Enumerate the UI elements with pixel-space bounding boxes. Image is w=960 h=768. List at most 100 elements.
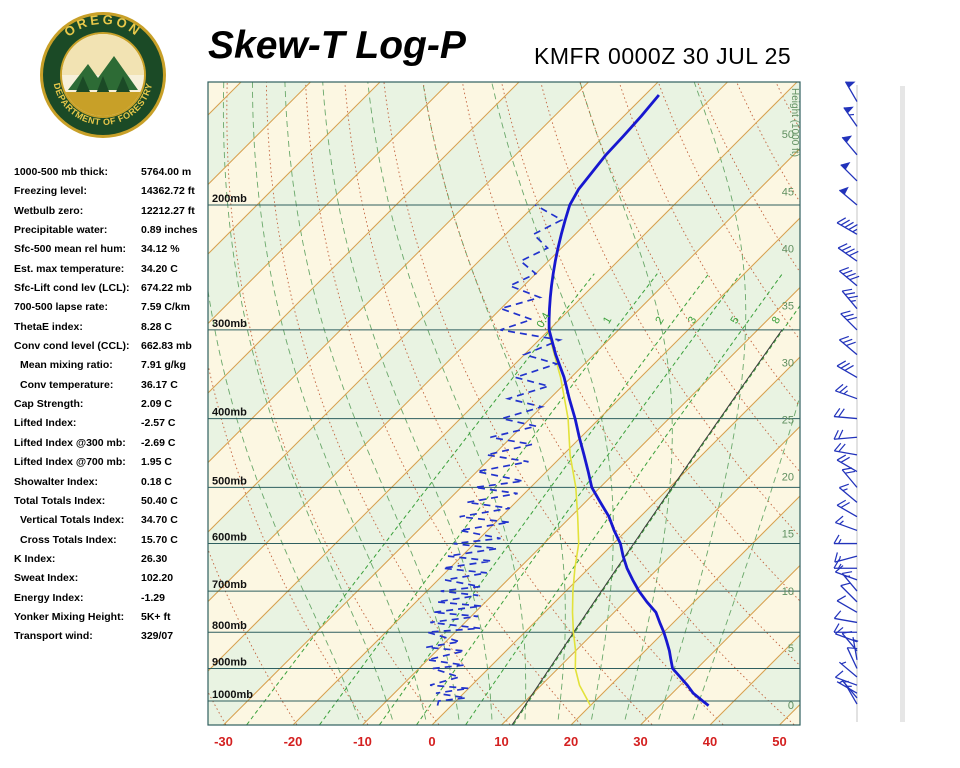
page-title: Skew-T Log-P bbox=[208, 24, 466, 67]
index-row: Sweat Index: 102.20 bbox=[14, 572, 214, 591]
pressure-label: 900mb bbox=[212, 657, 247, 669]
wind-barb bbox=[840, 162, 858, 182]
wind-barb bbox=[843, 106, 858, 127]
index-value: 1.95 C bbox=[141, 456, 172, 469]
temp-axis-label: 10 bbox=[494, 734, 508, 749]
station-datetime: KMFR 0000Z 30 JUL 25 bbox=[534, 43, 792, 69]
wind-barb bbox=[841, 135, 858, 156]
indices-panel: 1000-500 mb thick: 5764.00 m Freezing leve… bbox=[14, 166, 214, 650]
index-label: Sfc-Lift cond lev (LCL): bbox=[14, 282, 130, 295]
height-axis-title: Height (1000 ft) bbox=[789, 88, 800, 157]
index-value: 329/07 bbox=[141, 630, 174, 643]
dewpoint-trace bbox=[426, 204, 564, 706]
wind-barb bbox=[836, 679, 858, 694]
index-value: 5K+ ft bbox=[141, 610, 171, 623]
index-label: 1000-500 mb thick: bbox=[14, 166, 108, 178]
temp-axis-label: -20 bbox=[284, 734, 303, 749]
wind-barb bbox=[835, 670, 858, 686]
index-label: Mean mixing ratio: bbox=[20, 359, 113, 372]
mixing-ratio-label: 5 bbox=[728, 315, 741, 326]
wind-barb bbox=[840, 310, 858, 331]
index-label: Sweat Index: bbox=[14, 572, 79, 585]
index-label: Vertical Totals Index: bbox=[20, 514, 125, 527]
wind-barb bbox=[833, 610, 858, 624]
index-value: 36.17 C bbox=[141, 378, 178, 391]
index-value: 0.89 inches bbox=[141, 224, 198, 237]
wind-barb bbox=[833, 408, 858, 420]
index-value: 662.83 mb bbox=[141, 340, 192, 353]
wind-barb-column bbox=[833, 81, 905, 722]
chart-frame bbox=[207, 81, 801, 726]
wind-barb bbox=[836, 454, 858, 473]
odf-logo: OREGON DEPARTMENT OF FORESTRY bbox=[38, 10, 168, 140]
pressure-label: 500mb bbox=[212, 475, 247, 487]
height-axis-label: 35 bbox=[782, 300, 794, 312]
index-row: Conv cond level (CCL): 662.83 mb bbox=[14, 340, 214, 359]
wind-barb bbox=[838, 483, 858, 503]
index-row: Est. max temperature: 34.20 C bbox=[14, 263, 214, 282]
index-value: -2.57 C bbox=[141, 417, 176, 430]
index-label: Conv cond level (CCL): bbox=[14, 340, 130, 353]
index-label: Transport wind: bbox=[14, 630, 93, 643]
wind-barb bbox=[840, 582, 858, 603]
index-label: Precipitable water: bbox=[14, 224, 108, 237]
index-row: Mean mixing ratio: 7.91 g/kg bbox=[14, 359, 214, 378]
index-value: 26.30 bbox=[141, 552, 168, 565]
index-row: ThetaE index: 8.28 C bbox=[14, 321, 214, 340]
wind-barb bbox=[836, 499, 858, 518]
wind-barb bbox=[833, 429, 858, 440]
index-row: Wetbulb zero: 12212.27 ft bbox=[14, 205, 214, 224]
index-label: Showalter Index: bbox=[14, 475, 99, 488]
chart-plot-area bbox=[208, 82, 800, 725]
wind-barb bbox=[844, 81, 858, 102]
mixing-ratio-label: 3 bbox=[686, 315, 699, 326]
index-label: Conv temperature: bbox=[20, 378, 114, 391]
index-label: Cross Totals Index: bbox=[20, 533, 117, 546]
index-value: 14362.72 ft bbox=[141, 185, 195, 198]
wind-barb bbox=[838, 186, 858, 206]
index-row: Vertical Totals Index: 34.70 C bbox=[14, 514, 214, 533]
index-label: Freezing level: bbox=[14, 185, 87, 198]
wind-barb bbox=[841, 288, 858, 310]
wind-barb bbox=[838, 335, 858, 356]
pressure-label: 300mb bbox=[212, 318, 247, 330]
index-value: 8.28 C bbox=[141, 320, 172, 333]
index-row: Conv temperature: 36.17 C bbox=[14, 379, 214, 398]
tree-icon bbox=[96, 76, 110, 94]
wind-barb bbox=[835, 383, 858, 400]
wind-barb bbox=[836, 595, 858, 613]
wind-barb bbox=[835, 515, 858, 532]
index-label: Wetbulb zero: bbox=[14, 204, 84, 217]
temp-axis-label: 40 bbox=[703, 734, 717, 749]
index-row: Freezing level: 14362.72 ft bbox=[14, 185, 214, 204]
wind-barb bbox=[837, 243, 859, 262]
temp-axis-label: -10 bbox=[353, 734, 372, 749]
height-axis-label: 45 bbox=[782, 186, 794, 198]
index-value: 7.91 g/kg bbox=[141, 359, 186, 372]
index-label: 700-500 lapse rate: bbox=[14, 301, 108, 314]
temp-axis-label: 20 bbox=[564, 734, 578, 749]
index-row: Transport wind: 329/07 bbox=[14, 630, 214, 649]
tree-icon bbox=[76, 76, 90, 92]
index-label: ThetaE index: bbox=[14, 320, 83, 333]
index-row: Lifted Index @300 mb: -2.69 C bbox=[14, 437, 214, 456]
index-row: Energy Index: -1.29 bbox=[14, 592, 214, 611]
index-row: Lifted Index @700 mb: 1.95 C bbox=[14, 456, 214, 475]
index-value: 5764.00 m bbox=[141, 166, 192, 178]
height-axis-label: 15 bbox=[782, 529, 794, 541]
tree-icon bbox=[116, 76, 130, 92]
wind-barb bbox=[838, 661, 858, 678]
temp-axis-label: 50 bbox=[772, 734, 786, 749]
index-value: 50.40 C bbox=[141, 494, 178, 507]
height-axis-label: 5 bbox=[788, 643, 794, 655]
index-row: Sfc-Lift cond lev (LCL): 674.22 mb bbox=[14, 282, 214, 301]
index-label: Yonker Mixing Height: bbox=[14, 610, 125, 623]
height-axis-label: 50 bbox=[782, 129, 794, 141]
index-row: 700-500 lapse rate: 7.59 C/km bbox=[14, 301, 214, 320]
wind-barb bbox=[833, 442, 858, 456]
height-axis-label: 20 bbox=[782, 472, 794, 484]
height-axis-label: 0 bbox=[788, 700, 794, 712]
pressure-label: 400mb bbox=[212, 407, 247, 419]
index-row: Cross Totals Index: 15.70 C bbox=[14, 534, 214, 553]
index-value: 34.12 % bbox=[141, 243, 180, 256]
